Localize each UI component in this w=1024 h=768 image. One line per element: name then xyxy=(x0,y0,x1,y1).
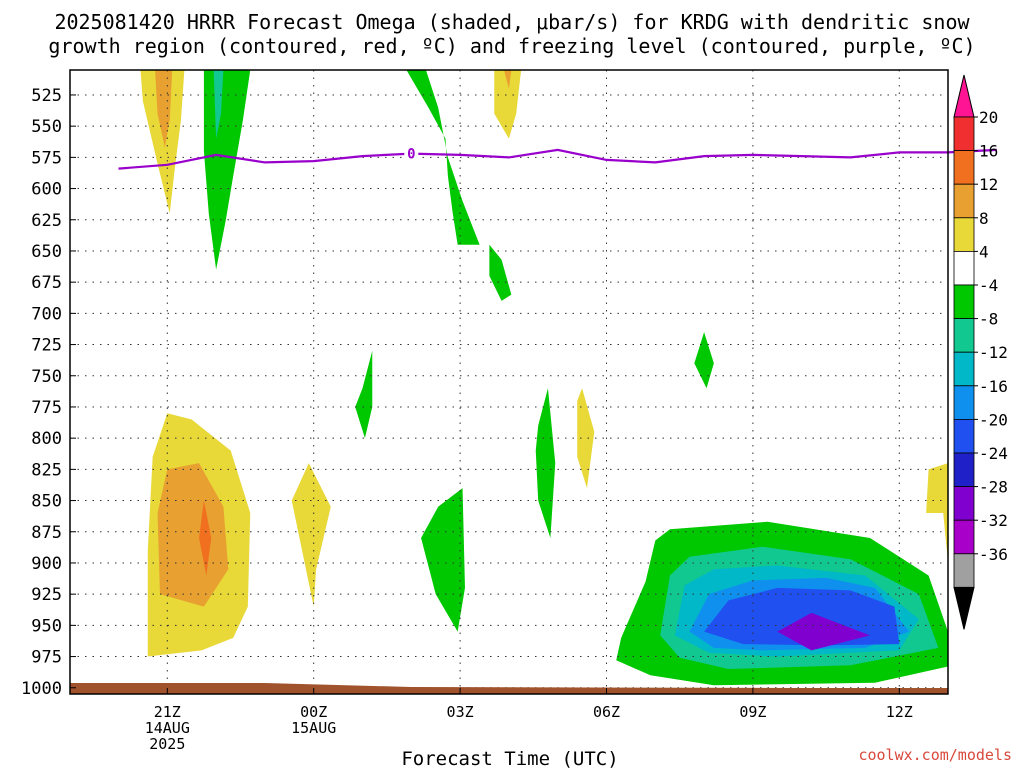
y-tick-label-675: 675 xyxy=(31,273,62,293)
x-tick-label-00Z-0: 00Z xyxy=(300,703,327,721)
omega-region-4 xyxy=(406,70,480,245)
x-axis-label: Forecast Time (UTC) xyxy=(401,748,618,768)
omega-region-8 xyxy=(355,350,373,439)
omega-region-10 xyxy=(577,388,595,489)
colorbar-label-1: 16 xyxy=(979,142,998,161)
y-tick-label-875: 875 xyxy=(31,523,62,543)
x-tick-label-12Z-0: 12Z xyxy=(886,703,913,721)
colorbar-swatch-8 xyxy=(953,351,975,387)
colorbar-label-11: -28 xyxy=(979,478,1008,497)
y-tick-label-800: 800 xyxy=(31,429,62,449)
colorbar-swatch-3 xyxy=(953,183,975,219)
credit-link[interactable]: coolwx.com/models xyxy=(858,746,1012,764)
colorbar-swatch-6 xyxy=(953,284,975,319)
y-tick-label-1000: 1000 xyxy=(21,679,62,699)
omega-region-7 xyxy=(489,244,512,301)
colorbar-label-10: -24 xyxy=(979,444,1008,463)
colorbar-label-8: -16 xyxy=(979,377,1008,396)
x-tick-label-21Z-2: 2025 xyxy=(149,735,185,753)
colorbar-label-2: 12 xyxy=(979,175,998,194)
freezing-level-layer: 0 xyxy=(118,145,997,170)
omega-region-16 xyxy=(199,500,212,576)
colorbar-label-13: -36 xyxy=(979,545,1008,564)
y-tick-label-900: 900 xyxy=(31,554,62,574)
colorbar-label-3: 8 xyxy=(979,209,989,228)
colorbar-swatch-2 xyxy=(953,150,975,185)
omega-region-25 xyxy=(926,369,948,638)
colorbar-swatch-12 xyxy=(953,486,975,521)
colorbar-label-6: -8 xyxy=(979,310,998,329)
omega-region-11 xyxy=(694,332,714,389)
colorbar-label-0: 20 xyxy=(979,108,998,127)
omega-region-2 xyxy=(203,70,251,270)
y-tick-label-850: 850 xyxy=(31,492,62,512)
colorbar-swatch-13 xyxy=(953,519,975,555)
y-tick-label-950: 950 xyxy=(31,616,62,636)
omega-region-13 xyxy=(291,463,331,607)
omega-region-5 xyxy=(494,70,522,139)
y-tick-label-750: 750 xyxy=(31,367,62,387)
colorbar-swatch-14 xyxy=(953,553,975,588)
freezing-level-label: 0 xyxy=(407,147,415,163)
x-tick-label-21Z-1: 14AUG xyxy=(145,719,190,737)
y-tick-label-600: 600 xyxy=(31,180,62,200)
colorbar-label-12: -32 xyxy=(979,511,1008,530)
plot-frame xyxy=(69,69,949,695)
y-axis: 525 550 575 600 625 650 675 700 725 750 775 800 825 8… xyxy=(21,86,76,699)
omega-region-22 xyxy=(777,612,871,651)
y-tick-label-650: 650 xyxy=(31,242,62,262)
omega-region-12 xyxy=(421,488,465,632)
x-tick-label-06Z-0: 06Z xyxy=(593,703,620,721)
colorbar-label-7: -12 xyxy=(979,343,1008,362)
colorbar-swatch-5 xyxy=(953,250,975,286)
chart-title-line2: growth region (contoured, red, ºC) and f… xyxy=(48,34,975,58)
colorbar-swatch-4 xyxy=(953,217,975,252)
colorbar-swatch-1 xyxy=(953,116,975,151)
y-tick-label-625: 625 xyxy=(31,211,62,231)
colorbar-swatch-7 xyxy=(953,318,975,353)
omega-region-0 xyxy=(140,70,185,214)
y-tick-label-575: 575 xyxy=(31,148,62,168)
colorbar: 20 16 12 8 4 -4 -8 -12 -16 -20 -24 -28 -32 -36 xyxy=(953,74,1008,630)
x-tick-label-00Z-1: 15AUG xyxy=(291,719,336,737)
omega-region-15 xyxy=(157,463,229,607)
y-tick-label-725: 725 xyxy=(31,336,62,356)
colorbar-swatch-9 xyxy=(953,385,975,420)
y-tick-label-525: 525 xyxy=(31,86,62,106)
terrain-layer xyxy=(70,683,948,694)
y-tick-label-825: 825 xyxy=(31,460,62,480)
y-tick-label-775: 775 xyxy=(31,398,62,418)
omega-region-9 xyxy=(535,388,556,538)
colorbar-swatch-10 xyxy=(953,418,975,454)
omega-region-1 xyxy=(155,70,173,148)
colorbar-label-4: 4 xyxy=(979,242,989,261)
y-tick-label-925: 925 xyxy=(31,585,62,605)
colorbar-swatch-11 xyxy=(953,452,975,487)
y-tick-label-975: 975 xyxy=(31,648,62,668)
y-tick-label-550: 550 xyxy=(31,117,62,137)
y-tick-label-700: 700 xyxy=(31,304,62,324)
colorbar-top-arrow xyxy=(953,74,975,118)
omega-region-6 xyxy=(504,70,512,89)
omega-region-3 xyxy=(213,70,224,139)
terrain-surface xyxy=(70,683,948,694)
chart-title-line1: 2025081420 HRRR Forecast Omega (shaded, … xyxy=(54,10,970,34)
freezing-level-label-bg xyxy=(404,145,419,162)
x-tick-label-09Z-0: 09Z xyxy=(739,703,766,721)
colorbar-label-5: -4 xyxy=(979,276,998,295)
x-tick-label-03Z-0: 03Z xyxy=(447,703,474,721)
x-tick-label-21Z-0: 21Z xyxy=(154,703,181,721)
colorbar-bottom-arrow xyxy=(953,586,975,630)
colorbar-label-9: -20 xyxy=(979,410,1008,429)
freezing-level-line xyxy=(118,148,997,170)
